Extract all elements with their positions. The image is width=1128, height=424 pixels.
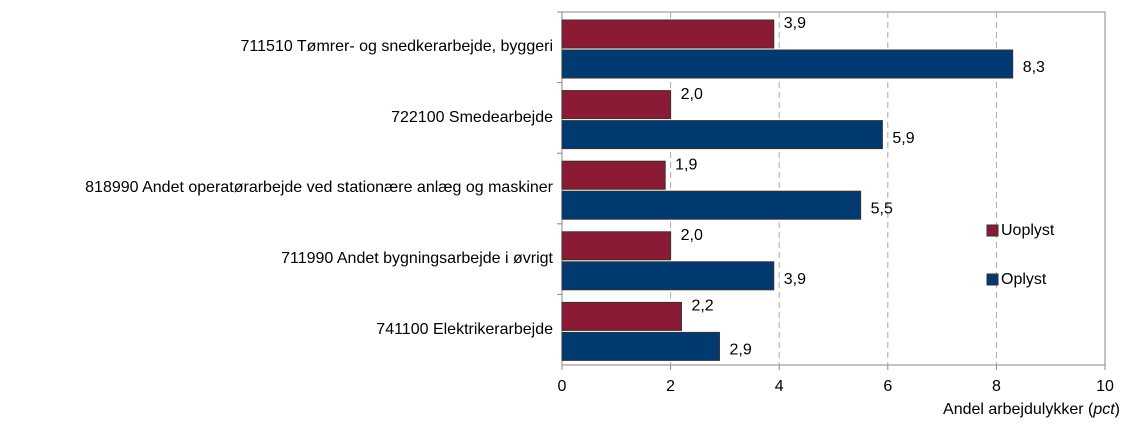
bar xyxy=(561,331,720,361)
y-tick-label: 818990 Andet operatørarbejde ved station… xyxy=(85,179,553,197)
data-label: 5,5 xyxy=(871,200,893,217)
y-tick-label-box: 741100 Elektrikerarbejde xyxy=(0,294,553,365)
data-label: 3,9 xyxy=(784,15,806,32)
x-tick-label: 8 xyxy=(992,378,1001,395)
legend-swatch xyxy=(986,273,999,286)
bar xyxy=(561,120,883,150)
legend-swatch xyxy=(986,224,999,237)
data-label: 2,0 xyxy=(681,227,703,244)
x-axis-label-part: Andel arbejdulykker ( xyxy=(943,401,1094,418)
bar xyxy=(561,19,775,49)
legend-label: Uoplyst xyxy=(1001,222,1055,239)
data-label: 2,9 xyxy=(729,342,751,359)
x-axis-label-part: ) xyxy=(1115,401,1120,418)
y-tick-label: 711510 Tømrer- og snedkerarbejde, bygger… xyxy=(240,38,553,56)
bar xyxy=(561,90,672,120)
y-tick-label-box: 711990 Andet bygningsarbejde i øvrigt xyxy=(0,224,553,295)
x-tick-label: 2 xyxy=(666,378,675,395)
bar xyxy=(561,231,672,261)
data-label: 5,9 xyxy=(892,130,914,147)
bar xyxy=(561,49,1014,79)
y-tick-label: 722100 Smedearbejde xyxy=(391,108,553,126)
data-label: 3,9 xyxy=(784,271,806,288)
y-tick-label-box: 711510 Tømrer- og snedkerarbejde, bygger… xyxy=(0,12,553,83)
data-label: 8,3 xyxy=(1023,59,1045,76)
bar xyxy=(561,190,862,220)
data-label: 1,9 xyxy=(675,156,697,173)
x-tick-label: 6 xyxy=(883,378,892,395)
data-label: 2,0 xyxy=(681,86,703,103)
bar xyxy=(561,261,775,291)
y-tick-label: 741100 Elektrikerarbejde xyxy=(376,320,553,338)
data-label: 2,2 xyxy=(691,298,713,315)
x-tick-label: 4 xyxy=(775,378,784,395)
x-axis-label: Andel arbejdulykker (pct) xyxy=(943,401,1120,418)
bar xyxy=(561,160,666,190)
x-axis-label-part: pct xyxy=(1092,401,1115,418)
y-tick-label-box: 818990 Andet operatørarbejde ved station… xyxy=(0,153,553,224)
y-tick-label: 711990 Andet bygningsarbejde i øvrigt xyxy=(281,250,553,268)
x-tick-label: 0 xyxy=(558,378,567,395)
bar xyxy=(561,301,682,331)
legend-label: Oplyst xyxy=(1001,271,1047,288)
x-tick-label: 10 xyxy=(1096,378,1114,395)
y-tick-label-box: 722100 Smedearbejde xyxy=(0,83,553,154)
